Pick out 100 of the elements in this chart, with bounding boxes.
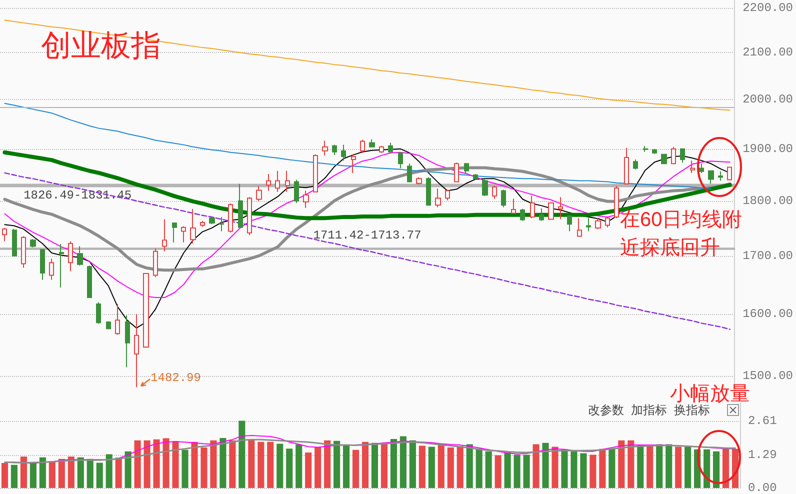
- bar: [409, 440, 416, 488]
- candlestick: [530, 196, 535, 219]
- candlestick: [379, 145, 384, 154]
- candlestick: [12, 228, 17, 256]
- line-series: [4, 102, 712, 190]
- bar: [144, 440, 150, 488]
- bar: [447, 448, 454, 488]
- candlestick: [416, 176, 422, 185]
- bar: [514, 454, 520, 488]
- bar: [191, 442, 198, 488]
- candlestick: [87, 265, 92, 299]
- candlestick: [558, 196, 563, 220]
- candlestick: [172, 222, 177, 243]
- bar: [552, 446, 558, 488]
- bar: [646, 444, 654, 488]
- candlestick: [247, 196, 252, 236]
- bar: [182, 450, 188, 488]
- candlestick: [153, 248, 158, 278]
- candlestick: [190, 208, 196, 244]
- candlestick: [209, 216, 215, 225]
- candlestick: [464, 163, 469, 174]
- bar: [86, 458, 94, 488]
- candlestick: [351, 154, 356, 174]
- bar: [258, 442, 264, 488]
- candlestick: [134, 314, 139, 388]
- bar: [124, 451, 132, 488]
- candlestick: [96, 302, 101, 324]
- bar: [267, 442, 274, 488]
- candlestick: [614, 186, 619, 219]
- bar: [286, 448, 293, 488]
- candlestick: [595, 218, 601, 230]
- candlestick: [313, 154, 318, 192]
- bar: [666, 444, 672, 488]
- bar: [476, 448, 482, 488]
- candlestick: [520, 208, 525, 222]
- candlestick: [586, 218, 591, 232]
- annotation: 加指标: [631, 402, 667, 419]
- bar: [77, 457, 84, 488]
- annotation: 换指标: [674, 403, 710, 419]
- candlestick: [690, 160, 695, 174]
- candlestick: [21, 236, 26, 268]
- candlestick: [577, 218, 582, 237]
- bar: [428, 446, 435, 488]
- candlestick: [49, 258, 54, 280]
- candlestick: [238, 183, 243, 228]
- candlestick: [256, 186, 262, 202]
- y-tick-label: 2100.00: [742, 46, 794, 60]
- bar: [380, 442, 388, 488]
- candlestick: [633, 159, 638, 170]
- y-tick-label: 1700.00: [742, 248, 794, 263]
- bar: [134, 440, 141, 488]
- candlestick: [473, 173, 478, 180]
- candlestick: [661, 154, 667, 164]
- y-tick-label: 1800.00: [742, 194, 794, 208]
- candlestick: [718, 170, 723, 182]
- bar: [58, 458, 65, 488]
- candlestick: [454, 162, 459, 182]
- bar: [504, 452, 511, 488]
- bar: [153, 439, 160, 488]
- candlestick: [228, 203, 233, 233]
- candlestick: [332, 144, 337, 156]
- bar: [296, 444, 302, 488]
- bar: [248, 439, 255, 488]
- bar: [115, 458, 122, 488]
- bar: [362, 442, 369, 488]
- candlestick: [40, 248, 45, 280]
- candlestick: [727, 166, 732, 180]
- annotation: 1482.99: [150, 371, 201, 386]
- bar: [352, 450, 360, 488]
- candlestick: [115, 303, 120, 336]
- candlestick: [2, 227, 7, 242]
- y-tick-label: 1900.00: [742, 142, 794, 156]
- annotation: 改参数: [588, 402, 624, 419]
- candlestick: [369, 138, 375, 148]
- bar: [684, 446, 692, 488]
- bar: [324, 440, 331, 488]
- bar: [172, 441, 179, 488]
- y-tick-label: 1600.00: [742, 307, 794, 322]
- text: 创业板指: [41, 30, 161, 62]
- candlestick: [492, 186, 497, 200]
- bar: [456, 446, 464, 488]
- candlestick: [77, 246, 83, 266]
- bar: [561, 449, 568, 488]
- candlestick: [445, 189, 450, 201]
- candlestick: [360, 139, 365, 154]
- bar: [276, 444, 284, 488]
- bar: [238, 420, 246, 488]
- candlestick: [567, 214, 572, 232]
- annotation: 小幅放量: [670, 382, 750, 405]
- bar: [305, 452, 312, 488]
- candlestick: [162, 218, 167, 252]
- candlestick: [59, 244, 64, 288]
- bar: [343, 444, 350, 488]
- candlestick: [407, 163, 412, 182]
- candlestick: [266, 173, 271, 192]
- candlestick: [181, 226, 186, 243]
- candlestick: [426, 176, 431, 206]
- bar: [485, 451, 492, 488]
- candlestick: [322, 140, 328, 156]
- bar: [713, 451, 720, 488]
